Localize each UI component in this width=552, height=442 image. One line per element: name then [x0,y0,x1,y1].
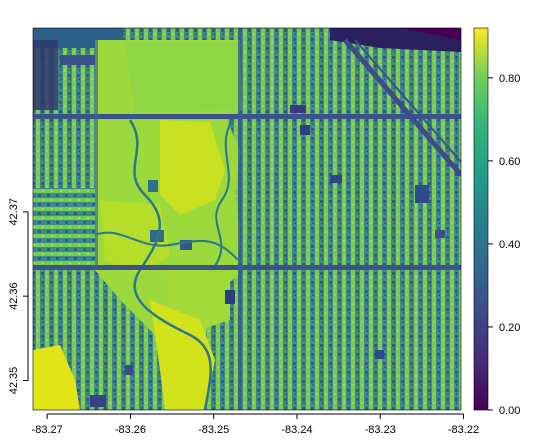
legend-tick-label: 0.00 [499,405,520,417]
x-axis: -83.27 -83.26 -83.25 -83.24 -83.23 -83.22 [32,413,479,436]
legend-tick-label: 0.20 [499,322,520,334]
legend-tick-label: 0.40 [499,239,520,251]
y-axis: 42.35 42.36 42.37 [8,198,29,395]
y-tick-label: 42.36 [8,282,20,310]
legend-colorbar [473,27,489,411]
x-tick-label: -83.22 [448,424,479,436]
color-legend: 0.00 0.20 0.40 0.60 0.80 [473,27,520,417]
legend-tick-label: 0.80 [499,73,520,85]
x-tick-label: -83.24 [281,424,312,436]
x-tick-label: -83.26 [115,424,146,436]
x-tick-label: -83.23 [365,424,396,436]
raster-image [33,28,461,410]
legend-tick-label: 0.60 [499,156,520,168]
map-frame [32,27,462,411]
y-tick-label: 42.37 [8,198,20,226]
x-tick-label: -83.25 [198,424,229,436]
x-tick-label: -83.27 [32,424,63,436]
y-tick-label: 42.35 [8,367,20,395]
